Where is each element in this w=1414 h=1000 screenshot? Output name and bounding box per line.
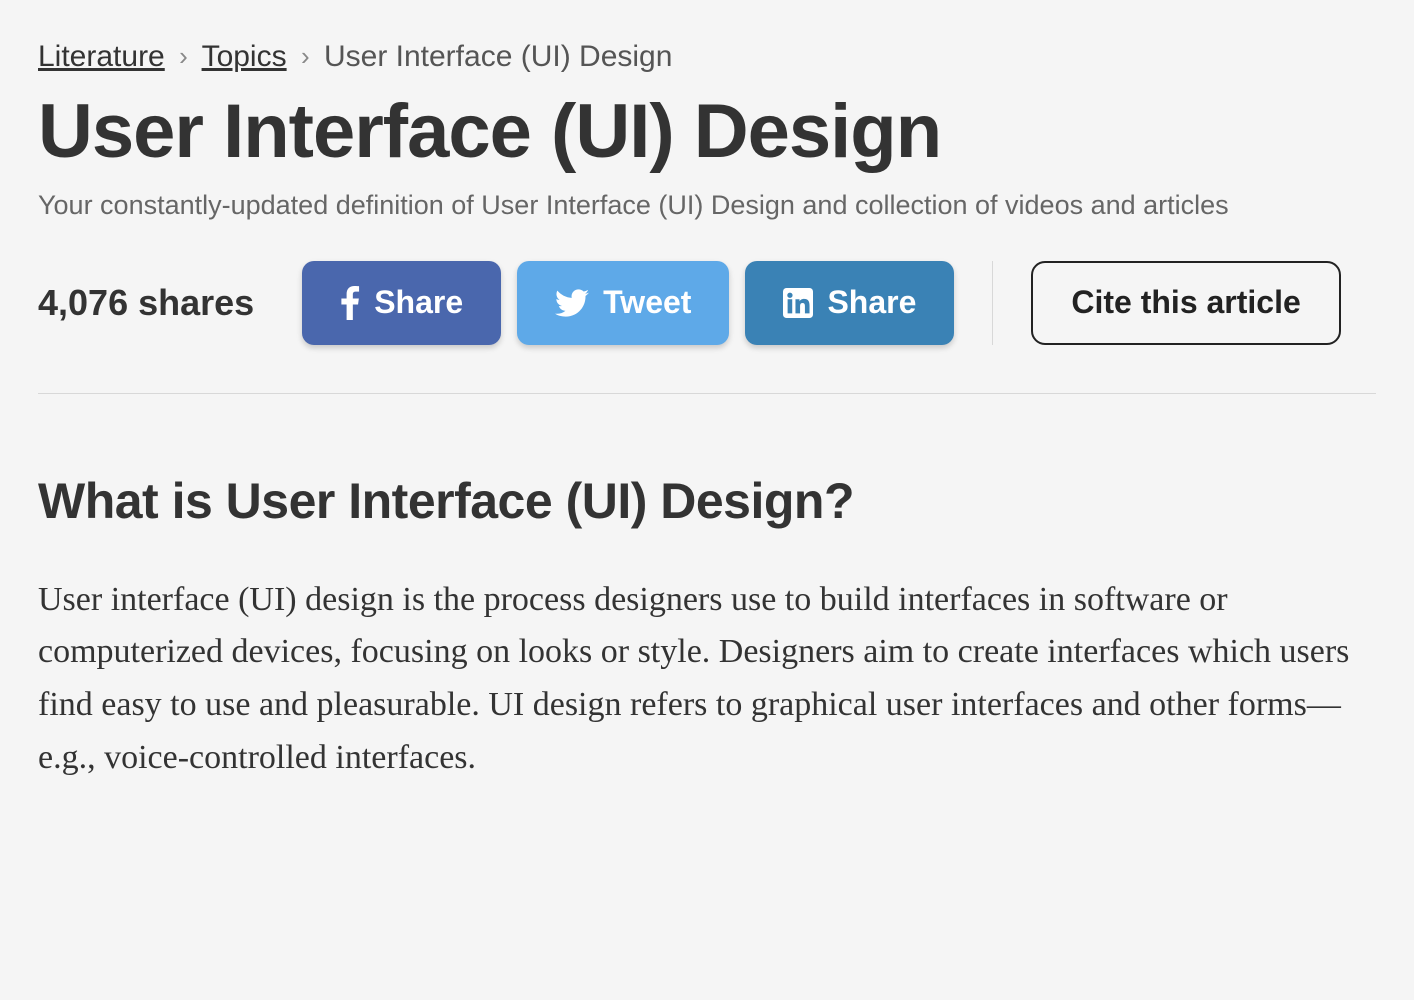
- page-subtitle: Your constantly-updated definition of Us…: [38, 190, 1376, 221]
- body-paragraph: User interface (UI) design is the proces…: [38, 574, 1376, 785]
- breadcrumb-separator: ›: [301, 41, 310, 72]
- cite-article-button[interactable]: Cite this article: [1031, 261, 1340, 345]
- breadcrumb: Literature › Topics › User Interface (UI…: [38, 40, 1376, 74]
- linkedin-share-button[interactable]: Share: [745, 261, 954, 345]
- page-title: User Interface (UI) Design: [38, 92, 1376, 172]
- breadcrumb-link-topics[interactable]: Topics: [202, 40, 287, 73]
- share-count: 4,076 shares: [38, 282, 254, 324]
- twitter-tweet-label: Tweet: [603, 284, 691, 321]
- breadcrumb-current: User Interface (UI) Design: [324, 40, 672, 73]
- breadcrumb-separator: ›: [179, 41, 188, 72]
- section-title: What is User Interface (UI) Design?: [38, 472, 1376, 530]
- share-row: 4,076 shares Share Tweet Share Cite this…: [38, 261, 1376, 394]
- facebook-icon: [340, 286, 360, 320]
- facebook-share-button[interactable]: Share: [302, 261, 501, 345]
- facebook-share-label: Share: [374, 284, 463, 321]
- twitter-tweet-button[interactable]: Tweet: [517, 261, 729, 345]
- twitter-icon: [555, 289, 589, 317]
- breadcrumb-link-literature[interactable]: Literature: [38, 40, 165, 73]
- vertical-divider: [992, 261, 993, 345]
- linkedin-share-label: Share: [827, 284, 916, 321]
- linkedin-icon: [783, 288, 813, 318]
